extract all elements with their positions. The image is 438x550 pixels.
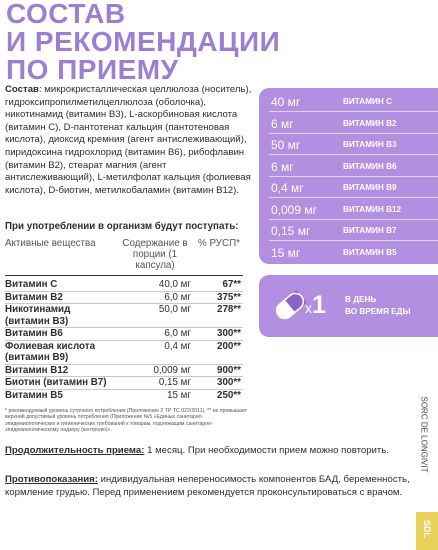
contraindications-text: индивидуальная непереносимость компонент…: [5, 474, 410, 498]
vitamin-divider: [269, 111, 438, 112]
table-row: Витамин B6 6,0 мг 300**: [5, 327, 243, 341]
vitamin-row: 40 мг ВИТАМИН С: [259, 93, 438, 112]
nutrient-amount: 0,009 мг: [153, 364, 191, 376]
header-percent: % РУСП*: [198, 238, 240, 249]
vitamin-amount: 6 мг: [271, 116, 294, 131]
nutrient-name: Витамин B12: [5, 364, 69, 376]
vitamin-amount: 6 мг: [271, 159, 294, 174]
usage-text: 1 месяц. При необходимости прием можно п…: [144, 445, 389, 456]
multiplier-x: x: [305, 300, 312, 316]
vitamin-name: ВИТАМИН B6: [343, 161, 397, 171]
vitamin-row: 15 мг ВИТАМИН B5: [259, 244, 438, 263]
vitamin-amount: 50 мг: [271, 138, 301, 152]
vitamin-divider: [269, 175, 438, 177]
table-row: Витамин B12 0,009 мг 900**: [5, 364, 243, 377]
composition-body: : микрокристаллическая целлюлоза (носите…: [5, 84, 252, 196]
vitamin-row: 50 мг ВИТАМИН B3: [259, 136, 438, 155]
nutrient-name: Витамин С: [5, 279, 58, 290]
dose-line-2: ВО ВРЕМЯ ЕДЫ: [345, 307, 411, 316]
composition-text: Состав: микрокристаллическая целлюлоза (…: [5, 84, 255, 197]
nutrient-name: Биотин (витамин B7): [5, 377, 107, 388]
vitamin-divider: [269, 197, 438, 198]
dose-multiplier: x1: [305, 291, 326, 320]
vitamin-name: ВИТАМИН B9: [343, 183, 397, 192]
footnote: * рекомендуемый уровень суточного потреб…: [5, 408, 247, 433]
title-line-3: ПО ПРИЕМУ: [6, 54, 179, 85]
vitamin-row: 6 мг ВИТАМИН B6: [259, 158, 438, 177]
brand-badge-text: SDL: [422, 520, 432, 538]
nutrient-percent: 200**: [217, 340, 241, 352]
table-header-row: Активные вещества Содержание в порции (1…: [5, 236, 243, 276]
vitamin-row: 6 мг ВИТАМИН B2: [259, 115, 438, 134]
vitamin-amount: 0,15 мг: [271, 224, 311, 238]
contraindications-label: Противопоказания:: [5, 474, 98, 485]
composition-label: Состав: [5, 84, 39, 95]
table-row: Биотин (витамин B7) 0,15 мг 300**: [5, 376, 243, 390]
table-row: Никотинамид (витамин B3) 50,0 мг 278**: [5, 303, 243, 328]
nutrient-percent: 67**: [222, 279, 241, 290]
usage-label: Продолжительность приема:: [5, 445, 145, 456]
title-line-2: И РЕКОМЕНДАЦИИ: [6, 26, 281, 57]
nutrient-percent: 900**: [217, 364, 241, 376]
vitamin-amount: 0,009 мг: [271, 202, 317, 217]
vitamin-row: 0,009 мг ВИТАМИН B12: [259, 201, 438, 220]
nutrient-name: Никотинамид (витамин B3): [5, 304, 71, 327]
nutrient-table: Активные вещества Содержание в порции (1…: [5, 236, 243, 401]
nutrient-name: Витамин B6: [5, 328, 63, 339]
nutrient-amount: 0,15 мг: [158, 377, 191, 388]
vitamin-amount: 40 мг: [271, 95, 301, 109]
vitamin-amount: 15 мг: [271, 245, 301, 260]
usage-duration: Продолжительность приема: 1 месяц. При н…: [5, 445, 420, 457]
table-row: Витамин B2 6,0 мг 375**: [5, 291, 243, 304]
nutrient-amount: 0,4 мг: [164, 340, 191, 352]
vitamin-divider: [269, 240, 438, 241]
brand-badge: SDL: [416, 512, 438, 550]
vitamin-name: ВИТАМИН B2: [343, 118, 397, 128]
nutrient-name: Витамин B2: [5, 291, 63, 303]
vitamin-amount: 0,4 мг: [271, 181, 304, 195]
nutrient-amount: 50,0 мг: [158, 304, 191, 315]
vitamin-divider: [269, 132, 438, 134]
nutrient-amount: 15 мг: [167, 389, 191, 401]
nutrient-percent: 375**: [217, 291, 241, 303]
nutrient-percent: 300**: [217, 328, 241, 339]
intake-title: При употреблении в организм будут поступ…: [5, 221, 239, 232]
header-substance: Активные вещества: [5, 238, 96, 249]
vitamin-name: ВИТАМИН B5: [343, 247, 397, 257]
nutrient-name: Витамин B5: [5, 389, 63, 401]
multiplier-number: 1: [312, 291, 326, 319]
nutrient-name: Фолиевая кислота (витамин B9): [5, 340, 96, 364]
nutrient-amount: 6,0 мг: [164, 291, 191, 303]
capsule-icon: [275, 290, 307, 320]
title-line-1: СОСТАВ: [6, 0, 126, 29]
contraindications: Противопоказания: индивидуальная неперен…: [5, 474, 415, 499]
nutrient-percent: 300**: [217, 377, 241, 388]
nutrient-percent: 250**: [217, 389, 241, 401]
nutrient-amount: 40,0 мг: [158, 279, 191, 290]
vitamin-name: ВИТАМИН B7: [343, 226, 397, 235]
header-content: Содержание в порции (1 капсула): [122, 238, 188, 271]
page-title: СОСТАВ И РЕКОМЕНДАЦИИ ПО ПРИЕМУ: [6, 0, 280, 84]
dose-panel: x1 В ДЕНЬ ВО ВРЕМЯ ЕДЫ: [259, 275, 438, 337]
nutrient-percent: 278**: [217, 304, 241, 315]
vitamin-name: ВИТАМИН B3: [343, 140, 397, 149]
dose-line-1: В ДЕНЬ: [345, 295, 377, 304]
vitamin-name: ВИТАМИН B12: [343, 204, 402, 214]
vitamin-divider: [269, 154, 438, 155]
vitamin-divider: [269, 218, 438, 220]
table-row: Витамин С 40,0 мг 67**: [5, 276, 243, 292]
vitamin-summary-panel: 40 мг ВИТАМИН С 6 мг ВИТАМИН B2 50 мг ВИТАМИН…: [259, 88, 438, 264]
vitamin-name: ВИТАМИН С: [343, 97, 393, 106]
vitamin-row: 0,15 мг ВИТАМИН B7: [259, 222, 438, 241]
table-row: Фолиевая кислота (витамин B9) 0,4 мг 200**: [5, 340, 243, 364]
nutrient-amount: 6,0 мг: [164, 328, 191, 339]
table-body: Витамин С 40,0 мг 67** Витамин B2 6,0 мг 375*…: [5, 276, 243, 402]
side-brand: SORC DE LONGIVIT: [414, 375, 429, 515]
dose-text: В ДЕНЬ ВО ВРЕМЯ ЕДЫ: [345, 294, 410, 318]
vitamin-row: 0,4 мг ВИТАМИН B9: [259, 179, 438, 198]
table-row: Витамин B5 15 мг 250**: [5, 389, 243, 401]
brand-text: SORC DE LONGIVIT: [419, 396, 429, 473]
